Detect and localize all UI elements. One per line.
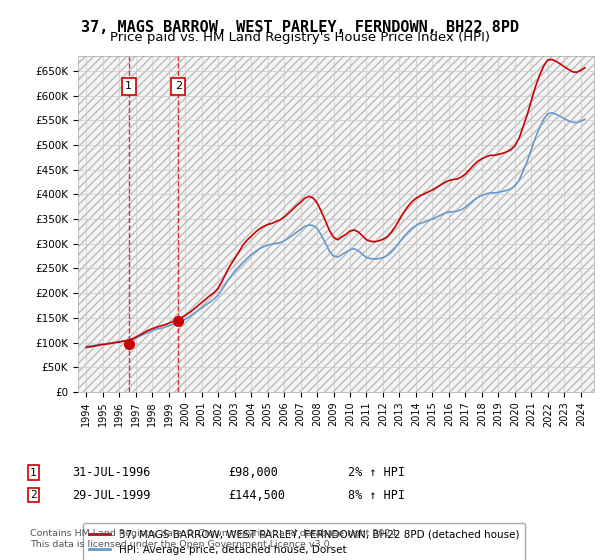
Text: £144,500: £144,500 bbox=[228, 489, 285, 502]
Text: 31-JUL-1996: 31-JUL-1996 bbox=[72, 466, 151, 479]
Text: 2: 2 bbox=[30, 490, 37, 500]
Text: £98,000: £98,000 bbox=[228, 466, 278, 479]
Text: 1: 1 bbox=[125, 81, 132, 91]
Text: 29-JUL-1999: 29-JUL-1999 bbox=[72, 489, 151, 502]
Text: 8% ↑ HPI: 8% ↑ HPI bbox=[348, 489, 405, 502]
Legend: 37, MAGS BARROW, WEST PARLEY, FERNDOWN, BH22 8PD (detached house), HPI: Average : 37, MAGS BARROW, WEST PARLEY, FERNDOWN, … bbox=[83, 524, 526, 560]
Text: Price paid vs. HM Land Registry's House Price Index (HPI): Price paid vs. HM Land Registry's House … bbox=[110, 31, 490, 44]
Text: 1: 1 bbox=[30, 468, 37, 478]
Text: 2% ↑ HPI: 2% ↑ HPI bbox=[348, 466, 405, 479]
Text: Contains HM Land Registry data © Crown copyright and database right 2024.
This d: Contains HM Land Registry data © Crown c… bbox=[30, 529, 400, 549]
Text: 37, MAGS BARROW, WEST PARLEY, FERNDOWN, BH22 8PD: 37, MAGS BARROW, WEST PARLEY, FERNDOWN, … bbox=[81, 20, 519, 35]
Text: 2: 2 bbox=[175, 81, 182, 91]
